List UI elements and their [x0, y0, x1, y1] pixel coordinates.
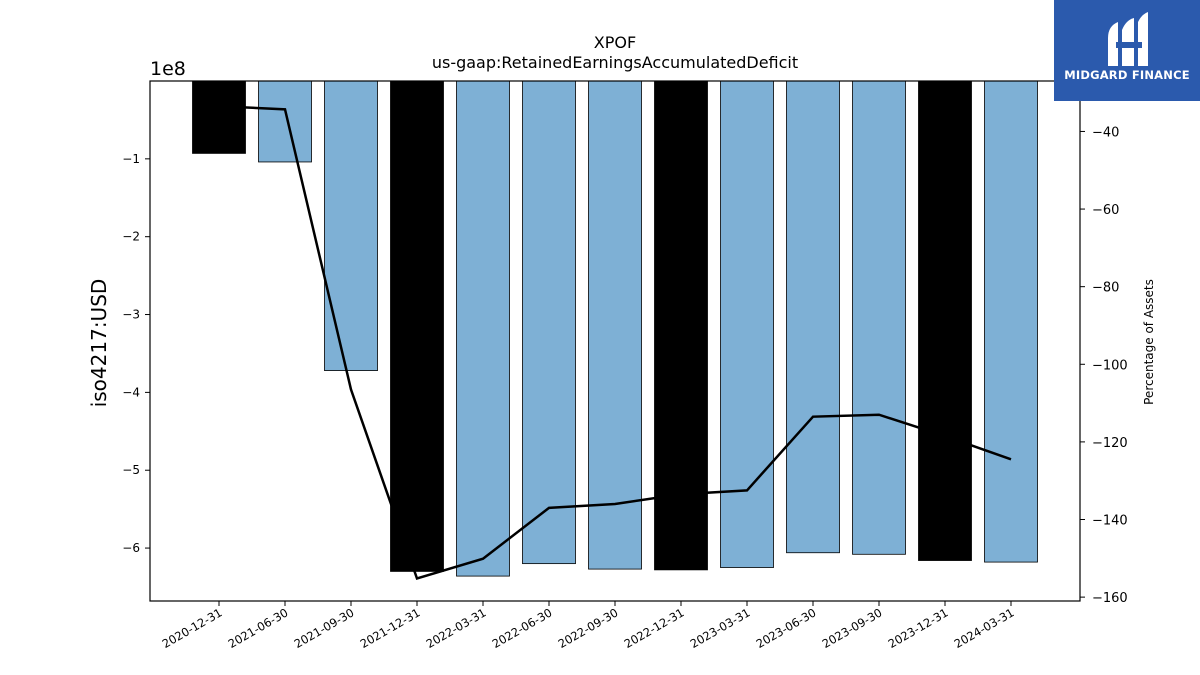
bar — [522, 80, 576, 565]
bar — [852, 80, 906, 555]
bar — [192, 80, 246, 154]
x-tick-label: 2023-12-31 — [886, 605, 951, 651]
bar — [324, 80, 378, 371]
bar — [984, 80, 1038, 563]
bar — [918, 80, 972, 561]
y2-tick-label: −40 — [1092, 125, 1119, 140]
bar — [720, 80, 774, 568]
bar — [390, 80, 444, 572]
logo-mark-icon — [1108, 12, 1148, 66]
y-tick-label: −6 — [122, 541, 140, 555]
brand-logo: MIDGARD FINANCE — [1054, 0, 1200, 101]
x-tick-label: 2021-06-30 — [226, 605, 291, 651]
series-line — [218, 104, 1012, 581]
x-tick-label: 2023-06-30 — [754, 605, 819, 651]
logo-text: MIDGARD FINANCE — [1064, 68, 1190, 82]
plot-frame — [149, 80, 1081, 602]
y2-tick-label: −60 — [1092, 203, 1119, 218]
y-offset-label: 1e8 — [150, 58, 186, 80]
x-tick-label: 2024-03-31 — [952, 605, 1017, 651]
chart-subtitle: us-gaap:RetainedEarningsAccumulatedDefic… — [432, 53, 798, 72]
bar — [588, 80, 642, 570]
bar — [456, 80, 510, 577]
y2-axis-label: Percentage of Assets — [1142, 279, 1156, 405]
x-tick-label: 2023-03-31 — [688, 605, 753, 651]
y-tick-label: −5 — [122, 463, 140, 477]
chart-title: XPOF — [594, 33, 636, 52]
x-tick-label: 2022-03-31 — [424, 605, 489, 651]
y-tick-label: −2 — [122, 230, 140, 244]
y-tick-label: −1 — [122, 152, 140, 166]
x-tick-label: 2022-06-30 — [490, 605, 555, 651]
x-tick-label: 2022-12-31 — [622, 605, 687, 651]
bar — [654, 80, 708, 571]
y-tick-label: −4 — [122, 385, 140, 399]
x-tick-label: 2021-12-31 — [358, 605, 423, 651]
x-tick-label: 2023-09-30 — [820, 605, 885, 651]
x-tick-label: 2022-09-30 — [556, 605, 621, 651]
x-tick-label: 2020-12-31 — [160, 605, 225, 651]
y2-tick-label: −160 — [1092, 591, 1128, 606]
bar — [258, 80, 312, 163]
y-tick-label: −3 — [122, 308, 140, 322]
bar — [786, 80, 840, 554]
x-tick-label: 2021-09-30 — [292, 605, 357, 651]
y2-tick-label: −140 — [1092, 514, 1128, 529]
y2-tick-label: −120 — [1092, 436, 1128, 451]
y2-tick-label: −80 — [1092, 281, 1119, 296]
y2-tick-label: −100 — [1092, 358, 1128, 373]
y-axis-label: iso4217:USD — [87, 279, 111, 408]
